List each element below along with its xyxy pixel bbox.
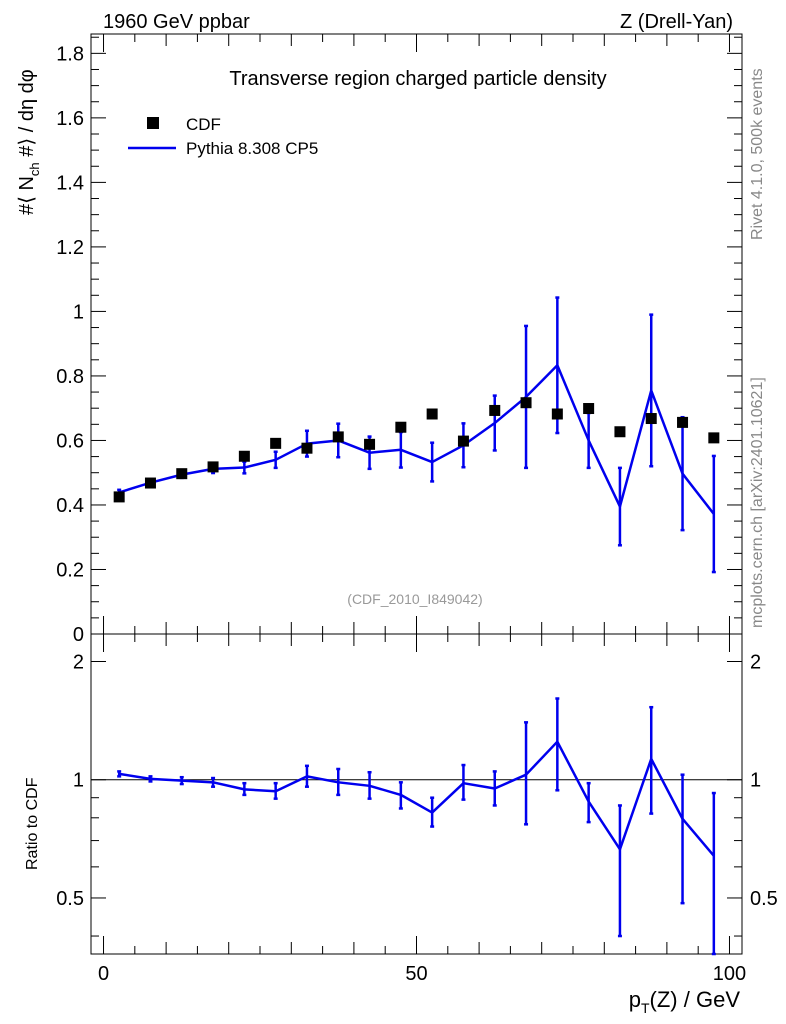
- cdf-data-point: [332, 431, 344, 443]
- cdf-data-point: [708, 432, 720, 444]
- ratio-y-tick-label-right: 1: [750, 770, 761, 792]
- cdf-data-point: [144, 477, 156, 489]
- main-y-tick-label: 0.4: [56, 495, 84, 517]
- cdf-data-point: [614, 426, 626, 438]
- cdf-data-point: [176, 468, 188, 480]
- main-y-axis-label: #⟨ Nch #⟩ / dη dφ: [16, 69, 42, 215]
- ratio-y-axis-label: Ratio to CDF: [24, 777, 41, 870]
- main-y-tick-label: 0.6: [56, 430, 84, 452]
- cdf-data-point: [113, 491, 125, 503]
- legend: CDF Pythia 8.308 CP5: [128, 115, 318, 158]
- cdf-data-point: [520, 397, 532, 409]
- ratio-axis-ticks: [91, 634, 742, 954]
- cdf-series: [113, 397, 720, 503]
- header-left: 1960 GeV ppbar: [103, 11, 250, 33]
- main-axis-ticks: [91, 34, 742, 635]
- ratio-y-tick-label-left: 2: [73, 652, 84, 674]
- main-y-tick-labels: 0 0.2 0.4 0.6 0.8 1 1.2 1.4 1.6 1.8: [56, 43, 84, 646]
- cdf-data-point: [457, 435, 469, 447]
- main-y-tick-label: 0.2: [56, 559, 84, 581]
- ratio-frame: [90, 633, 743, 955]
- ratio-y-tick-label-left: 1: [73, 770, 84, 792]
- pythia-line: [118, 364, 715, 515]
- main-y-tick-label: 1.6: [56, 108, 84, 130]
- chart-title: Transverse region charged particle densi…: [229, 68, 606, 90]
- cdf-data-point: [489, 404, 501, 416]
- main-y-tick-label: 1.2: [56, 237, 84, 259]
- cdf-data-point: [551, 408, 563, 420]
- ratio-panel: 0.5 0.5 1 1 2 2 0 50 100 Ratio to CDF pT(Z) / G…: [24, 633, 778, 1016]
- cdf-data-point: [207, 461, 219, 473]
- ratio-y-tick-label-right: 0.5: [750, 888, 778, 910]
- rivet-version-label: Rivet 4.1.0, 500k events: [749, 68, 766, 240]
- mcplots-url-label: mcplots.cern.ch [arXiv:2401.10621]: [749, 377, 766, 628]
- main-y-tick-label: 0: [73, 624, 84, 646]
- x-tick-label: 50: [405, 963, 427, 985]
- x-axis-label: pT(Z) / GeV: [629, 987, 741, 1016]
- main-y-tick-label: 1: [73, 301, 84, 323]
- cdf-data-point: [645, 413, 657, 425]
- cdf-data-point: [364, 438, 376, 450]
- pythia-series: [117, 296, 716, 574]
- main-y-tick-label: 1.8: [56, 43, 84, 65]
- legend-pythia-label: Pythia 8.308 CP5: [186, 139, 318, 158]
- main-y-tick-label: 1.4: [56, 172, 84, 194]
- ratio-line: [118, 740, 715, 857]
- x-tick-labels: 0 50 100: [98, 963, 746, 985]
- header-right: Z (Drell-Yan): [620, 11, 733, 33]
- cdf-data-point: [238, 450, 250, 462]
- main-panel: 0 0.2 0.4 0.6 0.8 1 1.2 1.4 1.6 1.8 Transverse re…: [16, 33, 743, 646]
- legend-cdf-marker: [147, 117, 159, 129]
- cdf-data-point: [270, 437, 282, 449]
- x-tick-label: 100: [713, 963, 746, 985]
- legend-cdf-label: CDF: [186, 115, 221, 134]
- main-y-tick-label: 0.8: [56, 366, 84, 388]
- cdf-data-point: [677, 416, 689, 428]
- cdf-data-point: [426, 408, 438, 420]
- cdf-data-point: [301, 442, 313, 454]
- ratio-series: [117, 697, 716, 956]
- ratio-y-tick-labels: 0.5 0.5 1 1 2 2: [56, 652, 778, 910]
- x-tick-label: 0: [98, 963, 109, 985]
- ratio-y-tick-label-right: 2: [750, 652, 761, 674]
- ratio-y-tick-label-left: 0.5: [56, 888, 84, 910]
- cdf-data-point: [395, 421, 407, 433]
- cdf-data-point: [583, 403, 595, 415]
- analysis-watermark: (CDF_2010_I849042): [347, 591, 482, 607]
